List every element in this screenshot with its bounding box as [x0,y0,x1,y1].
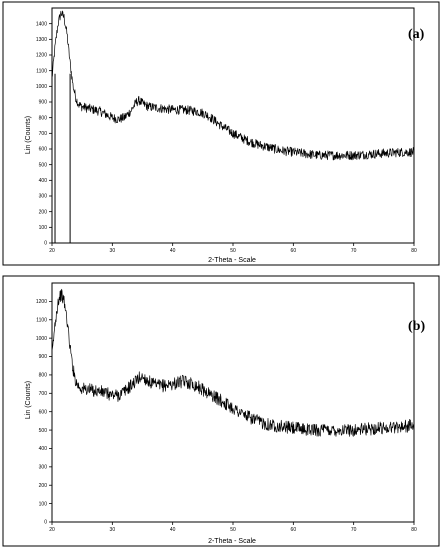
y-tick-label: 500 [39,162,48,168]
y-tick-label: 1000 [36,84,47,90]
y-tick-label: 1200 [36,299,47,305]
y-tick-label: 900 [39,100,48,106]
y-tick-label: 300 [39,194,48,200]
y-tick-label: 600 [39,147,48,153]
x-tick-label: 60 [291,527,297,533]
y-tick-label: 800 [39,115,48,121]
x-tick-label: 40 [170,527,176,533]
y-tick-label: 400 [39,446,48,452]
y-tick-label: 900 [39,354,48,360]
plot-area [51,7,415,244]
xrd-panel-b: (b) Lin (Counts) 2-Theta - Scale 0 100 200… [2,275,440,547]
y-tick-label: 1200 [36,53,47,59]
x-axis-label: 2-Theta - Scale [208,538,256,545]
y-tick-label: 1400 [36,21,47,27]
panel-label: (a) [408,27,425,42]
plot-area [51,282,415,523]
x-tick-label: 30 [110,248,116,254]
x-tick-label: 40 [170,248,176,254]
y-tick-label: 0 [44,520,47,526]
y-tick-label: 100 [39,225,48,231]
x-tick-label: 20 [49,248,55,254]
y-tick-label: 200 [39,209,48,215]
y-tick-label: 800 [39,373,48,379]
xrd-panel-a: (a) Lin (Counts) 2-Theta - Scale 0 100 200… [2,1,440,266]
x-tick-label: 30 [110,527,116,533]
x-tick-label: 70 [351,527,357,533]
x-tick-label: 80 [411,248,417,254]
y-tick-label: 400 [39,178,48,184]
y-tick-label: 500 [39,428,48,434]
panel-frame [2,275,440,547]
x-tick-label: 50 [230,527,236,533]
y-tick-label: 1000 [36,336,47,342]
y-tick-label: 200 [39,483,48,489]
x-tick-label: 50 [230,248,236,254]
y-tick-label: 600 [39,409,48,415]
y-tick-label: 700 [39,391,48,397]
x-axis-label: 2-Theta - Scale [208,257,256,264]
y-tick-label: 1100 [36,317,47,323]
y-tick-label: 1100 [36,68,47,74]
xrd-trace [51,10,415,161]
y-axis-label: Lin (Counts) [25,116,32,154]
y-tick-label: 0 [44,241,47,247]
y-tick-label: 1300 [36,37,47,43]
xrd-trace [51,288,415,437]
x-tick-label: 70 [351,248,357,254]
y-axis-label: Lin (Counts) [25,381,32,419]
y-tick-label: 300 [39,465,48,471]
panel-frame [2,1,440,266]
x-tick-label: 60 [291,248,297,254]
y-tick-label: 100 [39,501,48,507]
y-tick-label: 700 [39,131,48,137]
panel-label: (b) [408,319,425,334]
x-tick-label: 20 [49,527,55,533]
x-tick-label: 80 [411,527,417,533]
